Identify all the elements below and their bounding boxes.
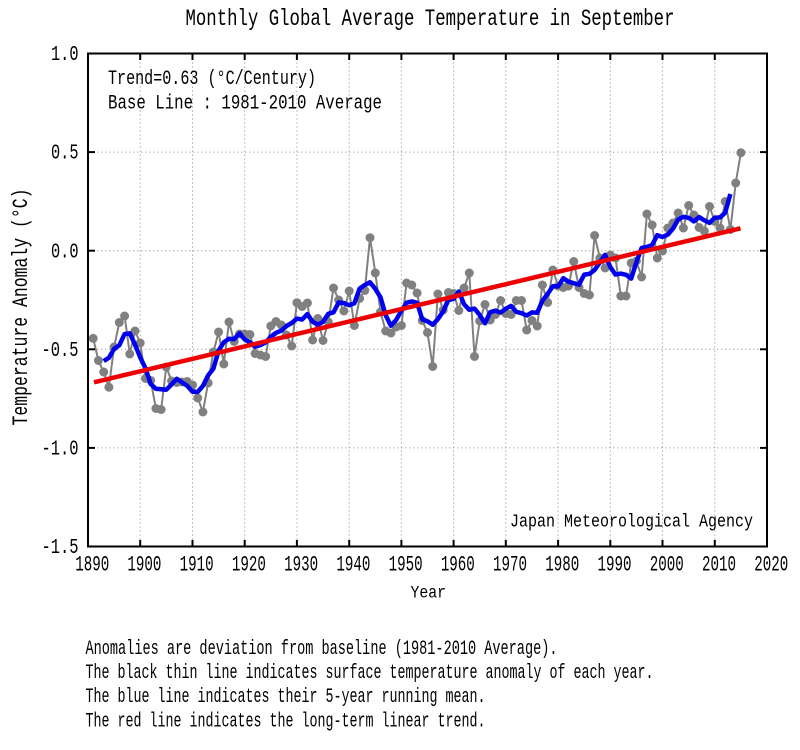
svg-text:Japan Meteorological Agency: Japan Meteorological Agency: [510, 513, 753, 533]
svg-text:0.5: 0.5: [51, 143, 79, 166]
svg-text:Monthly Global Average Tempera: Monthly Global Average Temperature in Se…: [186, 6, 675, 32]
svg-text:-1.0: -1.0: [42, 439, 79, 462]
svg-text:1960: 1960: [441, 552, 475, 578]
svg-text:-1.5: -1.5: [42, 537, 79, 560]
svg-text:1970: 1970: [493, 552, 527, 578]
svg-text:1930: 1930: [284, 552, 318, 578]
svg-text:Year: Year: [411, 584, 447, 604]
svg-text:1950: 1950: [389, 552, 423, 578]
svg-text:Temperature Anomaly (°C): Temperature Anomaly (°C): [9, 189, 34, 426]
svg-text:1910: 1910: [180, 552, 214, 578]
svg-text:Anomalies are deviation from b: Anomalies are deviation from baseline (1…: [86, 638, 558, 661]
svg-text:1890: 1890: [75, 552, 109, 578]
svg-text:1990: 1990: [598, 552, 632, 578]
svg-text:0.0: 0.0: [51, 241, 79, 264]
svg-text:1940: 1940: [336, 552, 370, 578]
svg-text:Base Line : 1981-2010 Average: Base Line : 1981-2010 Average: [108, 93, 382, 116]
svg-text:1.0: 1.0: [51, 44, 79, 67]
svg-text:Trend=0.63 (°C/Century): Trend=0.63 (°C/Century): [108, 68, 316, 91]
svg-text:2010: 2010: [702, 552, 736, 578]
svg-text:1900: 1900: [127, 552, 161, 578]
svg-text:1980: 1980: [545, 552, 579, 578]
svg-text:2000: 2000: [650, 552, 684, 578]
svg-text:The blue line indicates their: The blue line indicates their 5-year run…: [86, 686, 486, 709]
svg-text:1920: 1920: [232, 552, 266, 578]
svg-text:-0.5: -0.5: [42, 340, 79, 363]
svg-text:The black thin line indicates: The black thin line indicates surface te…: [86, 662, 654, 685]
svg-text:2020: 2020: [754, 552, 788, 578]
svg-text:The red line indicates the lon: The red line indicates the long-term lin…: [86, 710, 486, 733]
